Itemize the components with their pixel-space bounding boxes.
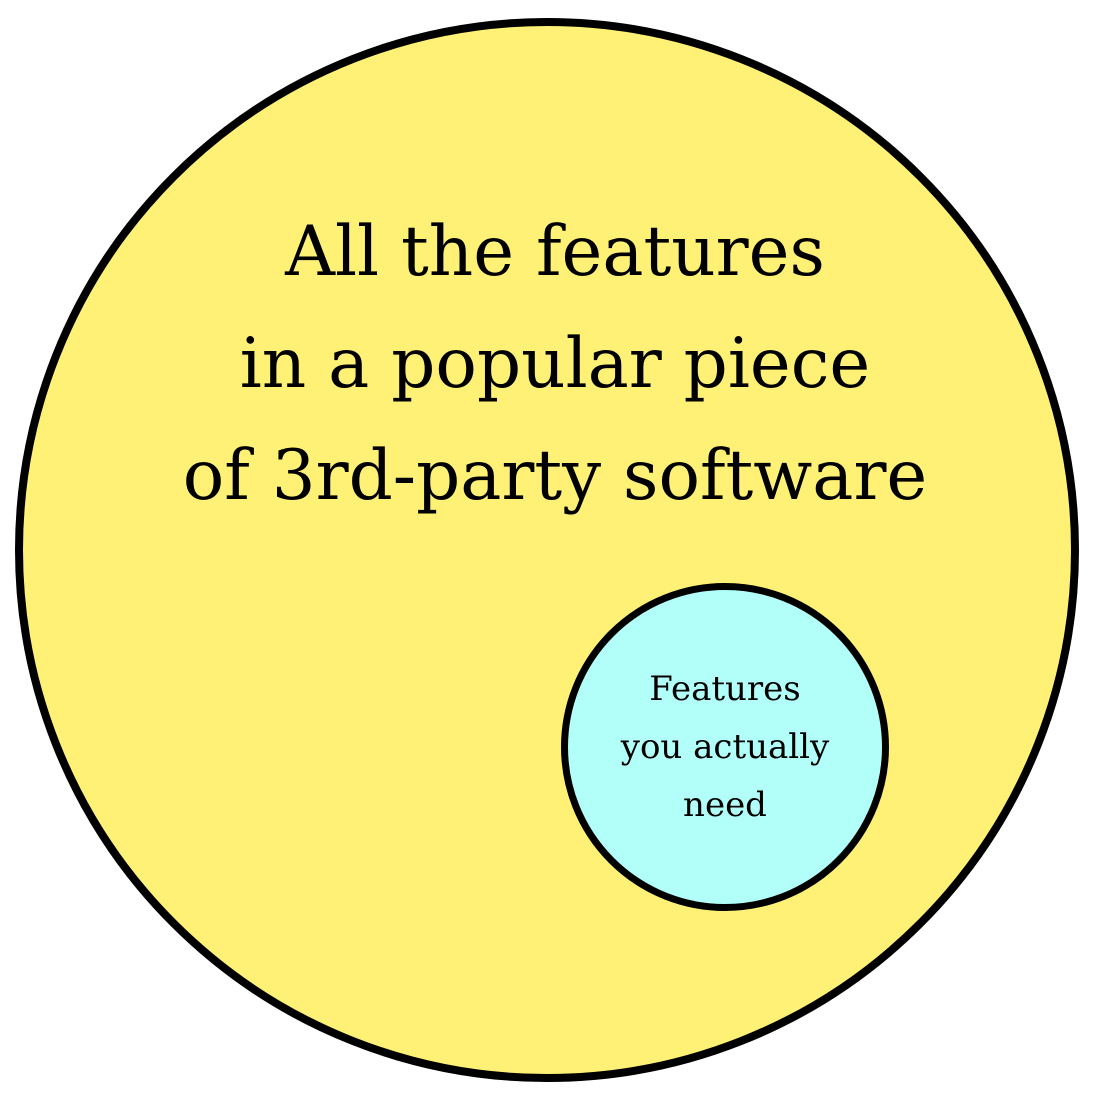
outer-set-label-line-1: All the features [285,212,825,292]
outer-set-label: All the features in a popular piece of 3… [40,196,1070,532]
outer-set-label-line-2: in a popular piece [239,324,871,404]
inner-set-label-line-2: you actually [620,727,830,767]
inner-set-circle [561,583,889,911]
outer-set-circle [15,18,1079,1082]
inner-set-label-line-1: Features [649,669,801,709]
inner-set-label: Features you actually need [561,660,889,834]
outer-set-label-line-3: of 3rd-party software [182,436,928,516]
inner-set-label-line-3: need [683,785,767,825]
